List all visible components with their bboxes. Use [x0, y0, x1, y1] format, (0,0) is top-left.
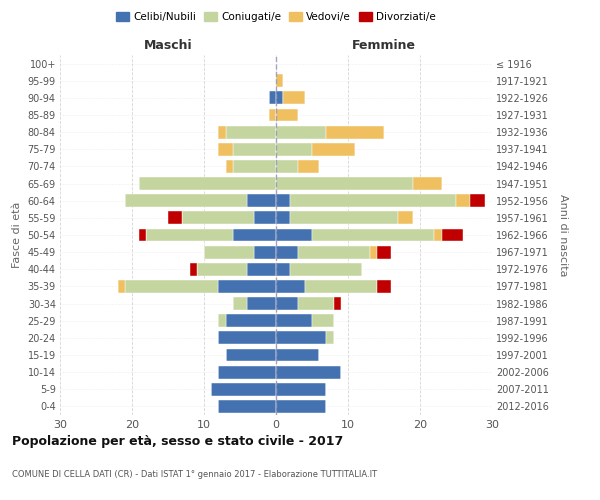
Bar: [276, 228, 312, 241]
Bar: [197, 263, 247, 276]
Bar: [377, 246, 391, 258]
Bar: [276, 108, 298, 122]
Bar: [456, 194, 470, 207]
Bar: [218, 400, 276, 413]
Bar: [276, 126, 326, 138]
Bar: [233, 297, 247, 310]
Bar: [118, 280, 125, 293]
Bar: [233, 160, 276, 173]
Text: Femmine: Femmine: [352, 38, 416, 52]
Bar: [326, 126, 384, 138]
Bar: [276, 92, 283, 104]
Bar: [276, 383, 326, 396]
Bar: [233, 228, 276, 241]
Bar: [305, 280, 377, 293]
Y-axis label: Anni di nascita: Anni di nascita: [559, 194, 568, 276]
Bar: [247, 194, 276, 207]
Bar: [276, 314, 312, 327]
Bar: [218, 143, 233, 156]
Bar: [434, 228, 442, 241]
Bar: [226, 160, 233, 173]
Bar: [254, 212, 276, 224]
Bar: [276, 177, 413, 190]
Bar: [442, 228, 463, 241]
Bar: [276, 297, 298, 310]
Bar: [125, 194, 247, 207]
Bar: [276, 263, 290, 276]
Bar: [370, 246, 377, 258]
Bar: [276, 400, 326, 413]
Y-axis label: Fasce di età: Fasce di età: [12, 202, 22, 268]
Bar: [290, 263, 362, 276]
Bar: [190, 263, 197, 276]
Bar: [226, 314, 276, 327]
Bar: [276, 74, 283, 87]
Bar: [218, 280, 276, 293]
Bar: [269, 92, 276, 104]
Bar: [283, 92, 305, 104]
Bar: [276, 280, 305, 293]
Bar: [247, 297, 276, 310]
Text: COMUNE DI CELLA DATI (CR) - Dati ISTAT 1° gennaio 2017 - Elaborazione TUTTITALIA: COMUNE DI CELLA DATI (CR) - Dati ISTAT 1…: [12, 470, 377, 479]
Bar: [276, 194, 290, 207]
Bar: [276, 246, 298, 258]
Bar: [377, 280, 391, 293]
Bar: [139, 228, 146, 241]
Bar: [290, 212, 398, 224]
Bar: [470, 194, 485, 207]
Bar: [269, 108, 276, 122]
Bar: [298, 297, 334, 310]
Bar: [276, 160, 298, 173]
Bar: [312, 143, 355, 156]
Bar: [398, 212, 413, 224]
Text: Maschi: Maschi: [143, 38, 193, 52]
Bar: [254, 246, 276, 258]
Bar: [298, 246, 370, 258]
Bar: [290, 194, 456, 207]
Bar: [276, 366, 341, 378]
Bar: [298, 160, 319, 173]
Bar: [182, 212, 254, 224]
Bar: [312, 228, 434, 241]
Bar: [326, 332, 334, 344]
Bar: [334, 297, 341, 310]
Bar: [168, 212, 182, 224]
Bar: [276, 348, 319, 362]
Bar: [218, 314, 226, 327]
Bar: [312, 314, 334, 327]
Legend: Celibi/Nubili, Coniugati/e, Vedovi/e, Divorziati/e: Celibi/Nubili, Coniugati/e, Vedovi/e, Di…: [112, 8, 440, 26]
Bar: [226, 348, 276, 362]
Bar: [204, 246, 254, 258]
Bar: [413, 177, 442, 190]
Bar: [146, 228, 233, 241]
Bar: [226, 126, 276, 138]
Bar: [233, 143, 276, 156]
Bar: [218, 126, 226, 138]
Bar: [276, 332, 326, 344]
Bar: [211, 383, 276, 396]
Bar: [276, 143, 312, 156]
Bar: [276, 212, 290, 224]
Bar: [139, 177, 276, 190]
Bar: [247, 263, 276, 276]
Bar: [218, 332, 276, 344]
Text: Popolazione per età, sesso e stato civile - 2017: Popolazione per età, sesso e stato civil…: [12, 435, 343, 448]
Bar: [218, 366, 276, 378]
Bar: [125, 280, 218, 293]
